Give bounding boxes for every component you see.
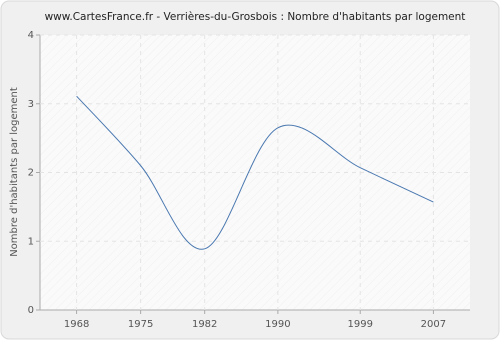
x-tick-label: 2007	[421, 319, 446, 330]
x-tick-label: 1999	[347, 319, 372, 330]
y-tick-label: 0	[28, 305, 34, 316]
line	[76, 95, 434, 250]
y-tick-label: 3	[28, 99, 34, 110]
chart-title: www.CartesFrance.fr - Verrières-du-Grosb…	[45, 11, 466, 23]
y-tick-label: 2	[28, 168, 34, 179]
x-tick-label: 1975	[128, 319, 153, 330]
x-tick-label: 1968	[64, 319, 89, 330]
x-tick-label: 1990	[265, 319, 290, 330]
x-tick-label: 1982	[192, 319, 217, 330]
y-axis-label: Nombre d'habitants par logement	[9, 87, 20, 257]
plot-area	[40, 35, 470, 310]
y-tick-label: 4	[28, 30, 34, 41]
y-tick-label: 1	[28, 236, 34, 247]
